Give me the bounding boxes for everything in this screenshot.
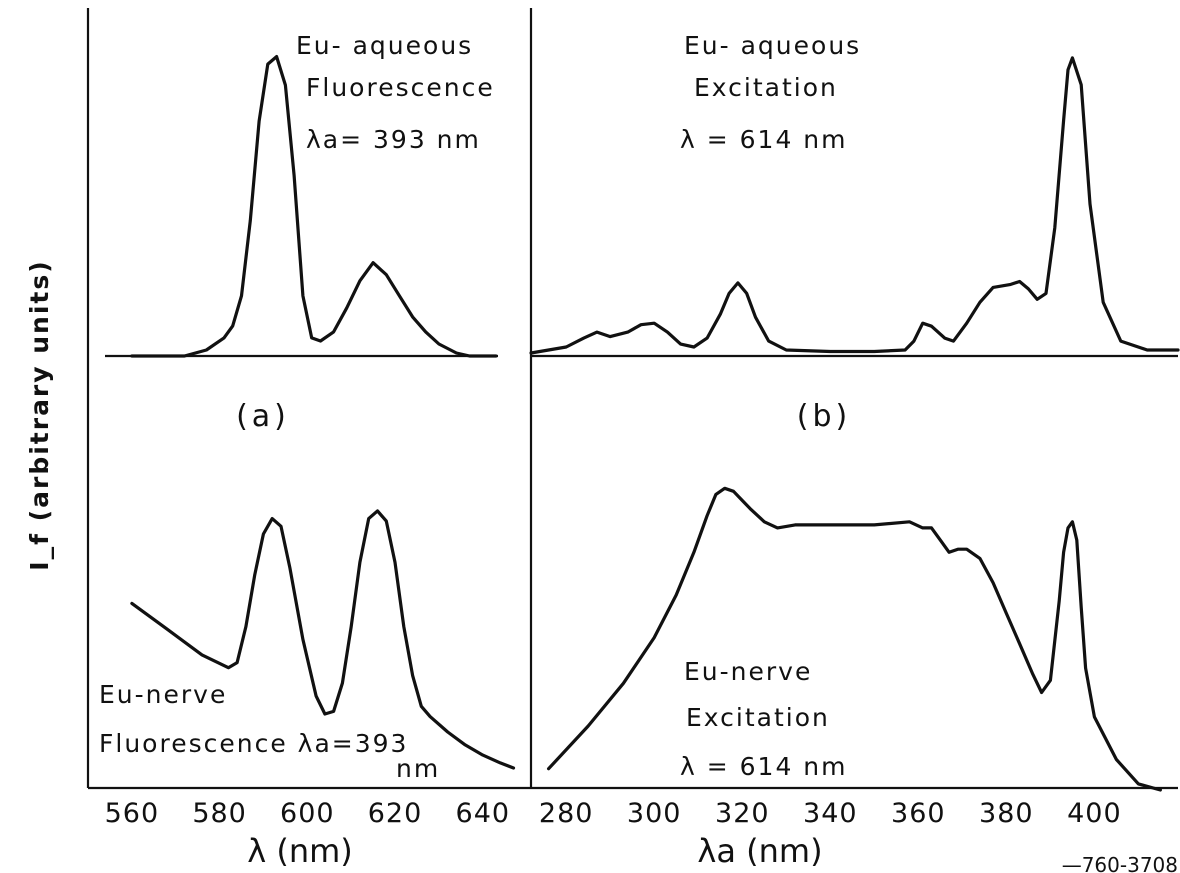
annotation-b-bottom-line1: Eu-nerve [684,657,812,686]
x-tick-label-a-600: 600 [280,798,335,829]
x-tick-label-a-560: 560 [105,798,160,829]
x-tick-label-b-400: 400 [1067,798,1122,829]
x-tick-label-a-640: 640 [456,798,511,829]
x-tick-label-a-580: 580 [192,798,247,829]
annotation-b-top-line2: Excitation [694,73,838,102]
annotation-a-top-line3: λa= 393 nm [306,125,481,154]
annotation-a-top-line1: Eu- aqueous [296,31,473,60]
x-ticks-b: 280 300 320 340 360 380 400 [539,798,1122,829]
annotation-b-top-line3: λ = 614 nm [680,125,848,154]
spectrum-line-b-aqueous [529,56,1180,355]
x-tick-label-b-320: 320 [715,798,770,829]
x-tick-label-b-300: 300 [627,798,682,829]
annotation-a-bottom-line2: Fluorescence λa=393 [99,729,408,758]
annotation-b-bottom-line2: Excitation [686,703,830,732]
spectrum-line-b-nerve [546,486,1163,792]
spectrum-line-a-nerve [130,509,516,770]
annotation-a-bottom-line1: Eu-nerve [99,680,227,709]
annotation-b-bottom-line3: λ = 614 nm [680,752,848,781]
annotation-b-top-line1: Eu- aqueous [684,31,861,60]
panel-label-a: (a) [236,399,290,434]
y-axis-label: I_f (arbitrary units) [25,259,54,570]
annotation-a-top-line2: Fluorescence [306,73,495,102]
y-axis-label-text: I_f (arbitrary units) [25,259,54,570]
x-axis-label-a: λ (nm) [247,832,353,870]
spectrum-curves [130,54,1180,792]
x-tick-label-a-620: 620 [368,798,423,829]
annotation-a-bottom-line3: nm [396,754,440,783]
x-tick-label-b-280: 280 [539,798,594,829]
x-ticks-a: 560 580 600 620 640 [105,798,511,829]
x-tick-label-b-380: 380 [979,798,1034,829]
x-tick-label-b-340: 340 [803,798,858,829]
x-axis-label-b: λa (nm) [697,832,822,870]
x-tick-label-b-360: 360 [891,798,946,829]
spectrum-line-a-aqueous [130,54,498,358]
footer-code: —760-3708 [1062,853,1178,873]
panel-label-b: (b) [797,399,851,434]
